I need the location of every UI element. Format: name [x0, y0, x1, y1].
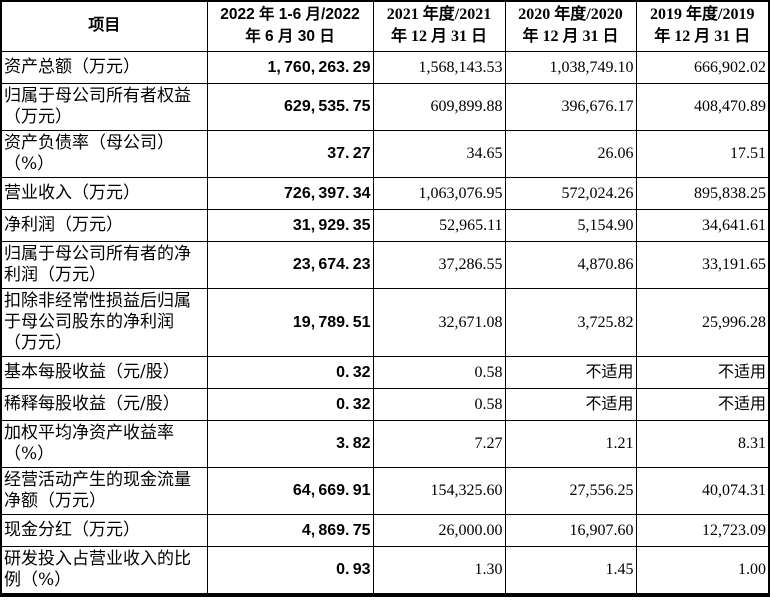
row-label-cell: 加权平均净资产收益率（%）	[0, 419, 208, 468]
value-cell: 40,074.31	[635, 466, 770, 515]
value-cell: 1,038,749.10	[504, 50, 637, 84]
value-cell: 不适用	[635, 355, 770, 389]
row-label-cell: 经营活动产生的现金流量净额（万元）	[0, 466, 208, 515]
column-header-line1: 2021 年度/2021	[386, 6, 492, 24]
value-cell: 7.27	[372, 419, 506, 468]
column-header: 2021 年度/2021 年 12 月 31 日	[372, 0, 506, 52]
table-row: 扣除非经常性损益后归属于母公司股东的净利润（万元） 19, 789. 51 32,6…	[0, 287, 770, 357]
table-row: 归属于母公司所有者的净利润（万元） 23, 674. 23 37,286.55 4,8…	[0, 240, 770, 289]
value-cell: 0.58	[372, 355, 506, 389]
row-label-cell: 稀释每股收益（元/股）	[0, 387, 208, 421]
value-cell: 23, 674. 23	[206, 240, 374, 289]
value-cell: 64, 669. 91	[206, 466, 374, 515]
value-cell: 629, 535. 75	[206, 82, 374, 131]
column-header-line1: 项目	[88, 17, 121, 35]
table-row: 营业收入（万元） 726, 397. 34 1,063,076.95 572,024.…	[0, 176, 770, 210]
value-cell: 1, 760, 263. 29	[206, 50, 374, 84]
value-cell: 154,325.60	[372, 466, 506, 515]
column-header-line1: 2019 年度/2019	[650, 6, 755, 24]
value-cell: 17.51	[635, 129, 770, 178]
value-cell: 26.06	[504, 129, 637, 178]
column-header: 项目	[0, 0, 208, 52]
value-cell: 666,902.02	[635, 50, 770, 84]
value-cell: 33,191.65	[635, 240, 770, 289]
value-cell: 26,000.00	[372, 513, 506, 547]
value-cell: 1,063,076.95	[372, 176, 506, 210]
table-row: 净利润（万元） 31, 929. 35 52,965.11 5,154.90 34,64…	[0, 208, 770, 242]
value-cell: 37. 27	[206, 129, 374, 178]
row-label-cell: 资产总额（万元）	[0, 50, 208, 84]
value-cell: 1.30	[372, 545, 506, 595]
column-header-line2: 年 12 月 31 日	[522, 28, 619, 46]
value-cell: 1.21	[504, 419, 637, 468]
header-row: 项目 2022 年 1-6 月/2022 年 6 月 30 日 2021 年度/202…	[0, 0, 770, 52]
table-row: 加权平均净资产收益率（%） 3. 82 7.27 1.21 8.31	[0, 419, 770, 468]
column-header-line1: 2022 年 1-6 月/2022	[220, 6, 360, 24]
value-cell: 0. 32	[206, 355, 374, 389]
value-cell: 396,676.17	[504, 82, 637, 131]
value-cell: 不适用	[635, 387, 770, 421]
value-cell: 726, 397. 34	[206, 176, 374, 210]
value-cell: 0. 32	[206, 387, 374, 421]
table-row: 研发投入占营业收入的比例（%） 0. 93 1.30 1.45 1.00	[0, 545, 770, 595]
column-header-line2: 年 6 月 30 日	[245, 28, 335, 46]
value-cell: 不适用	[504, 387, 637, 421]
value-cell: 52,965.11	[372, 208, 506, 242]
value-cell: 27,556.25	[504, 466, 637, 515]
value-cell: 37,286.55	[372, 240, 506, 289]
table-body: 资产总额（万元） 1, 760, 263. 29 1,568,143.53 1,038…	[0, 50, 770, 595]
table-row: 基本每股收益（元/股） 0. 32 0.58 不适用 不适用	[0, 355, 770, 389]
value-cell: 3. 82	[206, 419, 374, 468]
row-label-cell: 资产负债率（母公司）（%）	[0, 129, 208, 178]
table-row: 经营活动产生的现金流量净额（万元） 64, 669. 91 154,325.60 27…	[0, 466, 770, 515]
value-cell: 4, 869. 75	[206, 513, 374, 547]
column-header: 2020 年度/2020 年 12 月 31 日	[504, 0, 637, 52]
table-row: 归属于母公司所有者权益（万元） 629, 535. 75 609,899.88 396…	[0, 82, 770, 131]
value-cell: 31, 929. 35	[206, 208, 374, 242]
row-label-cell: 现金分红（万元）	[0, 513, 208, 547]
value-cell: 19, 789. 51	[206, 287, 374, 357]
value-cell: 572,024.26	[504, 176, 637, 210]
value-cell: 25,996.28	[635, 287, 770, 357]
value-cell: 8.31	[635, 419, 770, 468]
value-cell: 895,838.25	[635, 176, 770, 210]
value-cell: 34.65	[372, 129, 506, 178]
value-cell: 34,641.61	[635, 208, 770, 242]
value-cell: 1,568,143.53	[372, 50, 506, 84]
value-cell: 12,723.09	[635, 513, 770, 547]
row-label-cell: 基本每股收益（元/股）	[0, 355, 208, 389]
value-cell: 408,470.89	[635, 82, 770, 131]
row-label-cell: 归属于母公司所有者权益（万元）	[0, 82, 208, 131]
value-cell: 不适用	[504, 355, 637, 389]
value-cell: 4,870.86	[504, 240, 637, 289]
row-label-cell: 扣除非经常性损益后归属于母公司股东的净利润（万元）	[0, 287, 208, 357]
column-header: 2019 年度/2019 年 12 月 31 日	[635, 0, 770, 52]
row-label-cell: 净利润（万元）	[0, 208, 208, 242]
table-row: 稀释每股收益（元/股） 0. 32 0.58 不适用 不适用	[0, 387, 770, 421]
table-row: 现金分红（万元） 4, 869. 75 26,000.00 16,907.60 12,7…	[0, 513, 770, 547]
value-cell: 0.58	[372, 387, 506, 421]
table-row: 资产总额（万元） 1, 760, 263. 29 1,568,143.53 1,038…	[0, 50, 770, 84]
value-cell: 0. 93	[206, 545, 374, 595]
column-header-line2: 年 12 月 31 日	[654, 28, 751, 46]
row-label-cell: 归属于母公司所有者的净利润（万元）	[0, 240, 208, 289]
column-header-line2: 年 12 月 31 日	[390, 28, 487, 46]
column-header-line1: 2020 年度/2020	[518, 6, 623, 24]
value-cell: 32,671.08	[372, 287, 506, 357]
value-cell: 5,154.90	[504, 208, 637, 242]
value-cell: 3,725.82	[504, 287, 637, 357]
value-cell: 16,907.60	[504, 513, 637, 547]
value-cell: 609,899.88	[372, 82, 506, 131]
column-header: 2022 年 1-6 月/2022 年 6 月 30 日	[206, 0, 374, 52]
row-label-cell: 研发投入占营业收入的比例（%）	[0, 545, 208, 595]
value-cell: 1.00	[635, 545, 770, 595]
row-label-cell: 营业收入（万元）	[0, 176, 208, 210]
table-row: 资产负债率（母公司）（%） 37. 27 34.65 26.06 17.51	[0, 129, 770, 178]
value-cell: 1.45	[504, 545, 637, 595]
